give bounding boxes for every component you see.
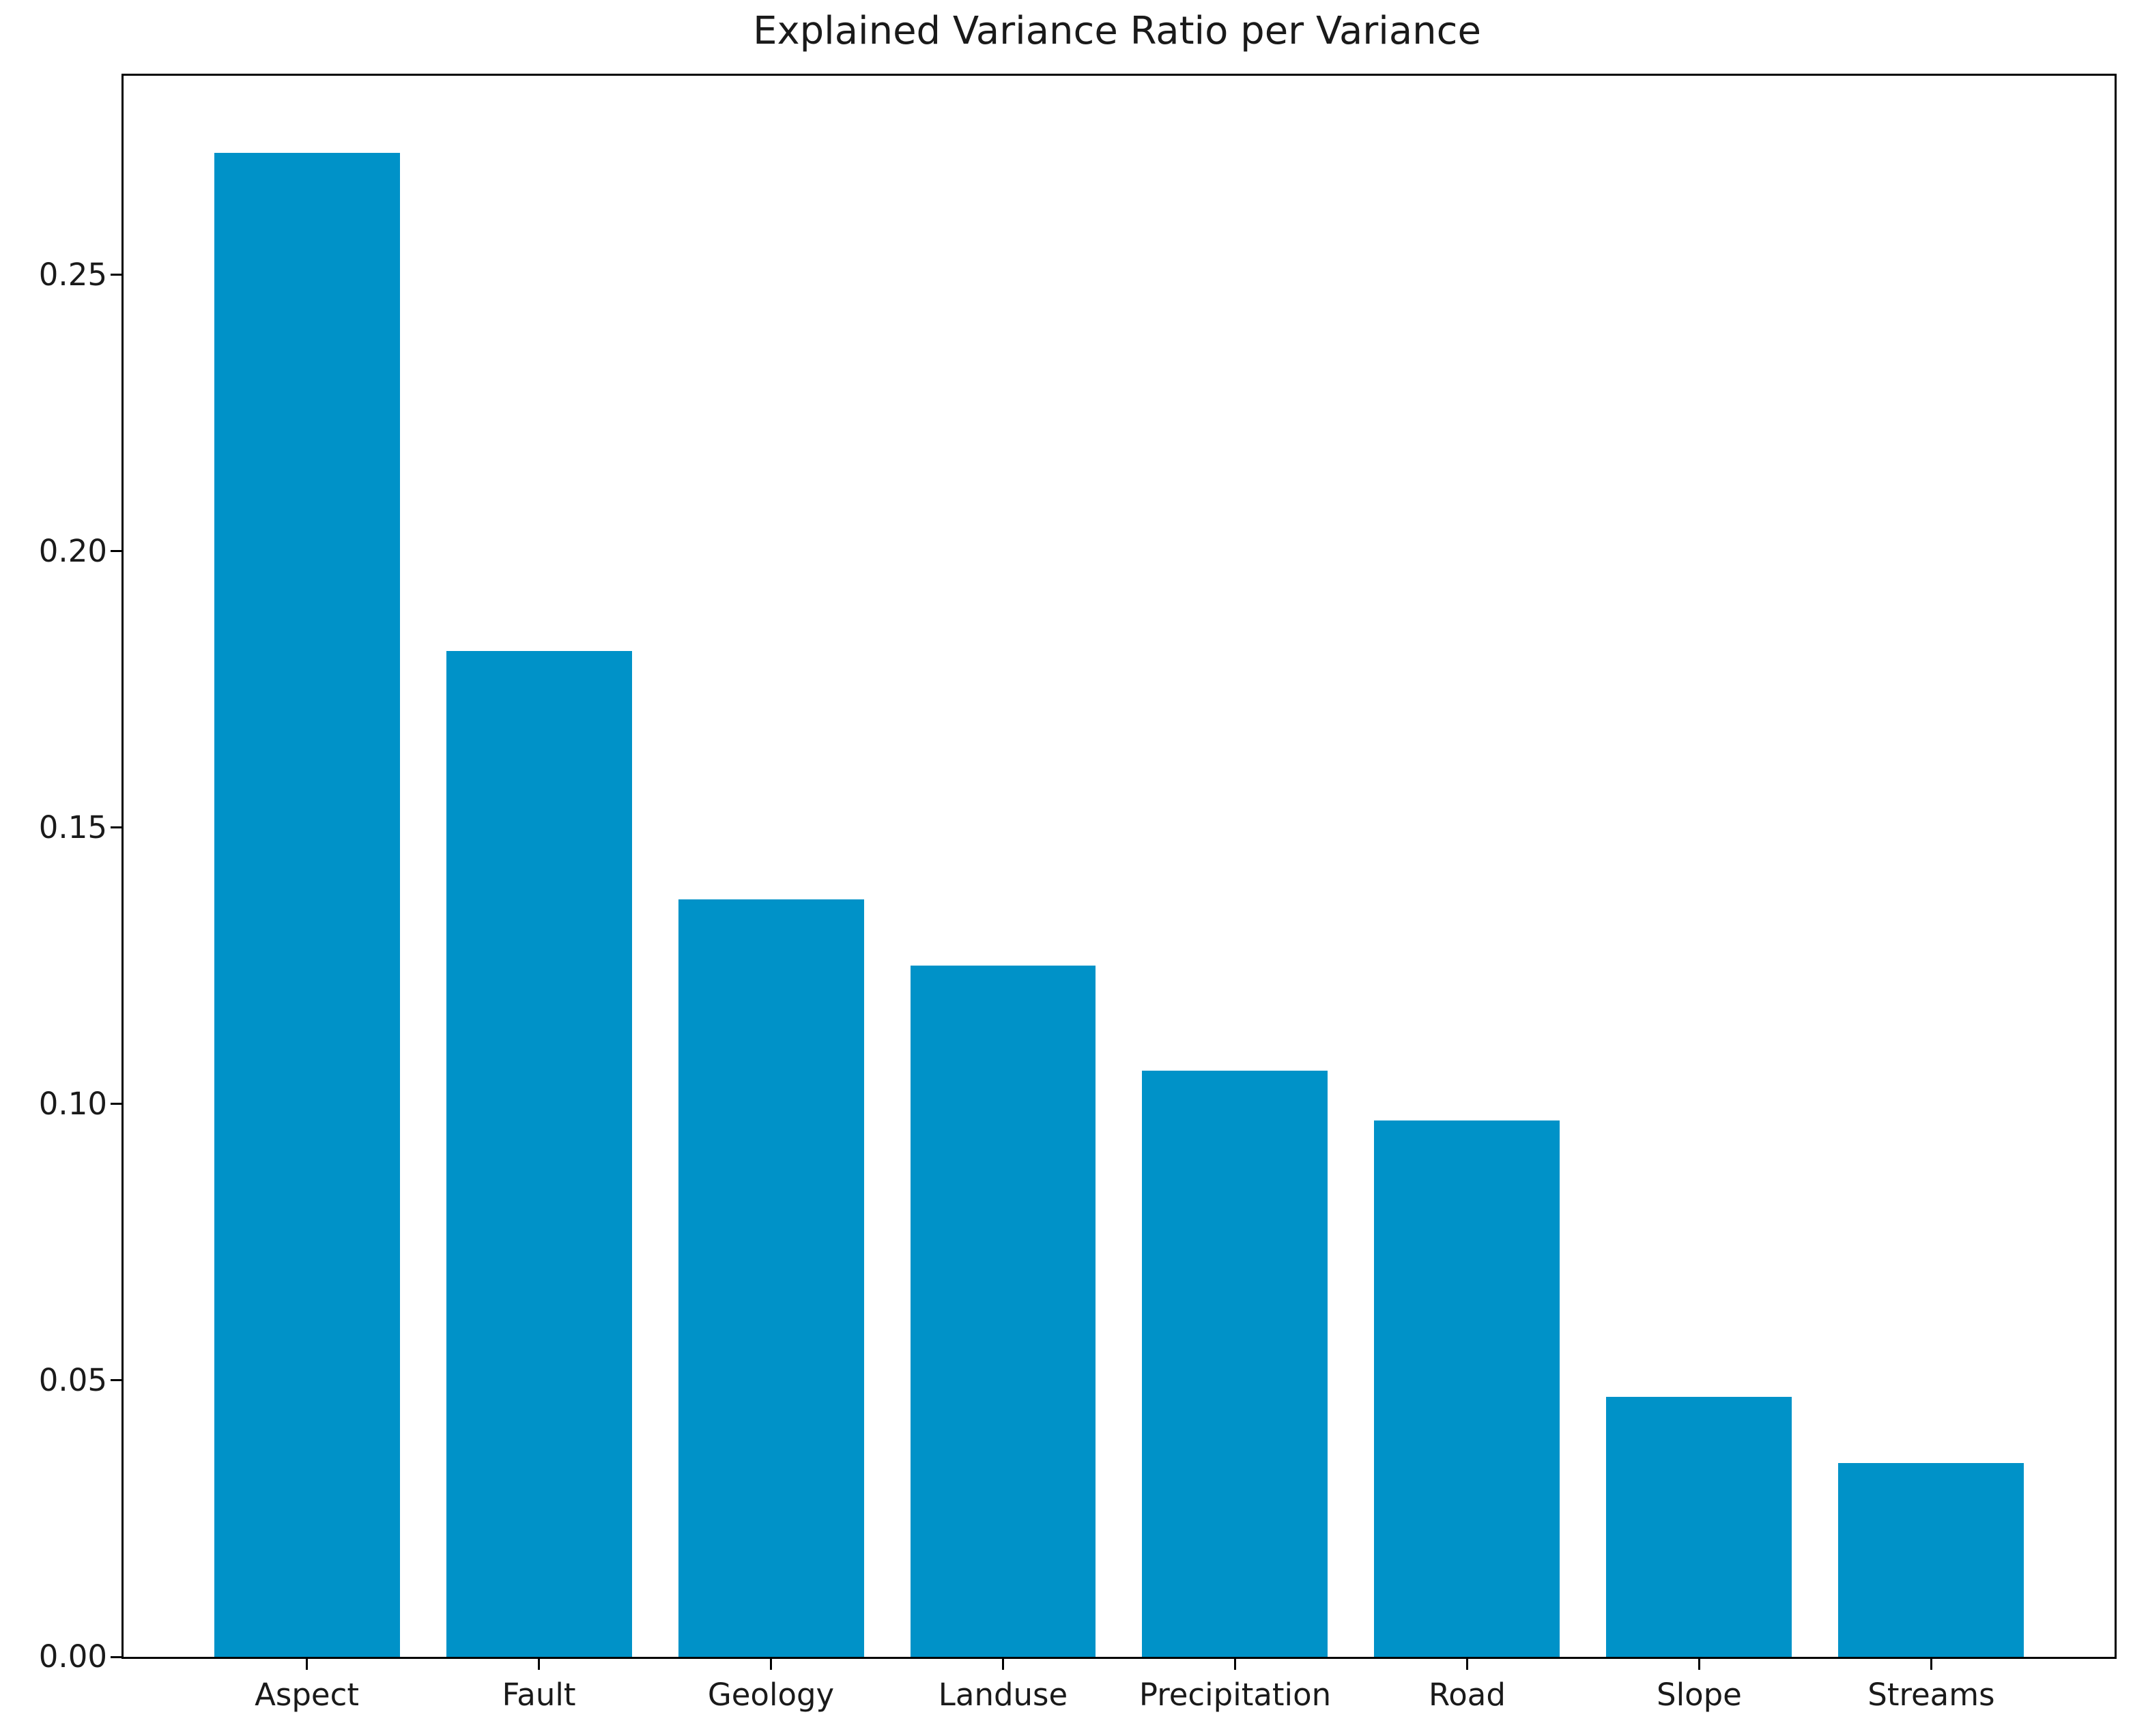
x-tick-mark [770,1659,773,1670]
x-tick-label-landuse: Landuse [938,1677,1068,1713]
x-tick-mark [1930,1659,1932,1670]
y-tick-label-0.15: 0.15 [38,809,107,845]
x-tick-label-road: Road [1428,1677,1506,1713]
bar-road [1374,1120,1560,1657]
y-tick-mark [111,1379,121,1382]
x-tick-mark [1002,1659,1004,1670]
y-tick-mark [111,1103,121,1105]
y-tick-label-0.05: 0.05 [38,1361,107,1398]
x-tick-label-aspect: Aspect [255,1677,360,1713]
x-tick-mark [306,1659,309,1670]
y-tick-mark [111,274,121,276]
y-tick-label-0.00: 0.00 [38,1638,107,1675]
y-tick-label-0.20: 0.20 [38,532,107,569]
y-tick-mark [111,1655,121,1658]
y-tick-mark [111,826,121,829]
x-tick-label-slope: Slope [1657,1677,1742,1713]
x-tick-label-streams: Streams [1867,1677,1995,1713]
x-tick-mark [1465,1659,1468,1670]
x-tick-label-geology: Geology [707,1677,835,1713]
x-tick-mark [538,1659,541,1670]
bar-geology [678,899,864,1657]
bar-precipitation [1142,1071,1328,1657]
y-tick-mark [111,550,121,553]
x-tick-mark [1698,1659,1700,1670]
bar-slope [1606,1397,1792,1657]
y-tick-label-0.25: 0.25 [38,256,107,293]
x-tick-label-precipitation: Precipitation [1139,1677,1332,1713]
chart-title: Explained Variance Ratio per Variance [753,9,1481,53]
bar-landuse [910,966,1096,1657]
bar-aspect [214,153,400,1657]
bar-streams [1838,1463,2024,1657]
bar-fault [446,650,632,1657]
y-tick-label-0.10: 0.10 [38,1085,107,1122]
plot-area: 0.00 0.05 0.10 0.15 0.20 0.25 Aspect Fault Geol… [39,74,2117,1713]
x-tick-mark [1233,1659,1236,1670]
x-tick-label-fault: Fault [502,1677,576,1713]
